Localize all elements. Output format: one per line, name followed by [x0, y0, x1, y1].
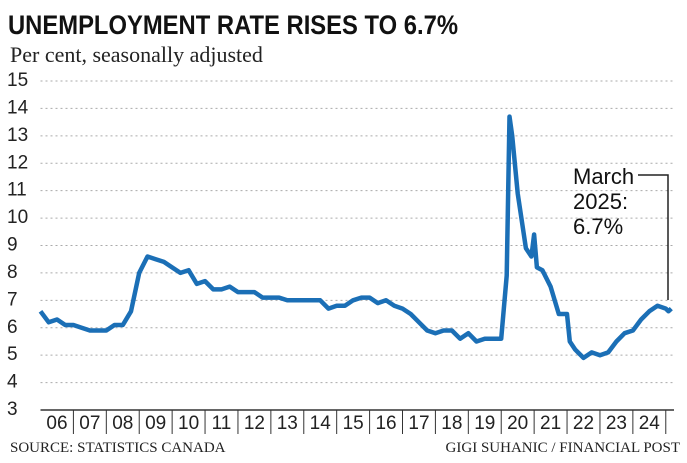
x-tick-label: 18: [441, 413, 462, 434]
x-tick-label: 08: [112, 413, 133, 434]
x-tick-label: 06: [46, 413, 67, 434]
chart-subtitle: Per cent, seasonally adjusted: [10, 42, 263, 67]
y-tick-label: 5: [7, 344, 18, 365]
annotation: 2025:: [573, 189, 628, 214]
y-tick-label: 15: [7, 70, 28, 91]
y-tick-label: 7: [7, 289, 18, 310]
x-tick-label: 07: [79, 413, 100, 434]
data-line: [38, 114, 673, 361]
annotation: March: [573, 164, 634, 189]
source: SOURCE: STATISTICS CANADA: [10, 440, 226, 456]
x-tick-label: 24: [639, 413, 661, 434]
x-tick-label: 14: [310, 413, 332, 434]
x-tick-label: 16: [375, 413, 396, 434]
x-tick-label: 11: [212, 413, 232, 434]
y-tick-label: 8: [7, 262, 18, 283]
y-tick-label: 4: [7, 372, 18, 393]
annotation: 6.7%: [573, 214, 623, 239]
annotation-leader: [638, 174, 669, 300]
chart-title: UNEMPLOYMENT RATE RISES TO 6.7%: [8, 10, 458, 40]
y-tick-label: 10: [7, 207, 28, 228]
x-tick-label: 15: [343, 413, 364, 434]
y-tick-label: 12: [7, 152, 28, 173]
x-tick-label: 09: [145, 413, 166, 434]
y-tick-label: 13: [7, 125, 28, 146]
x-tick-label: 13: [277, 413, 298, 434]
y-tick-label: 9: [7, 235, 18, 256]
x-tick-label: 10: [178, 413, 199, 434]
x-tick-label: 17: [408, 413, 429, 434]
x-tick-label: 21: [540, 413, 561, 434]
y-tick-label: 3: [7, 399, 18, 420]
y-tick-label: 11: [7, 180, 27, 201]
y-tick-label: 6: [7, 317, 18, 338]
credit: GIGI SUHANIC / FINANCIAL POST: [446, 440, 680, 456]
y-tick-label: 14: [7, 97, 29, 118]
x-tick-label: 19: [474, 413, 495, 434]
x-tick-label: 12: [244, 413, 265, 434]
x-tick-label: 23: [606, 413, 627, 434]
x-tick-label: 22: [573, 413, 594, 434]
x-tick-label: 20: [507, 413, 528, 434]
